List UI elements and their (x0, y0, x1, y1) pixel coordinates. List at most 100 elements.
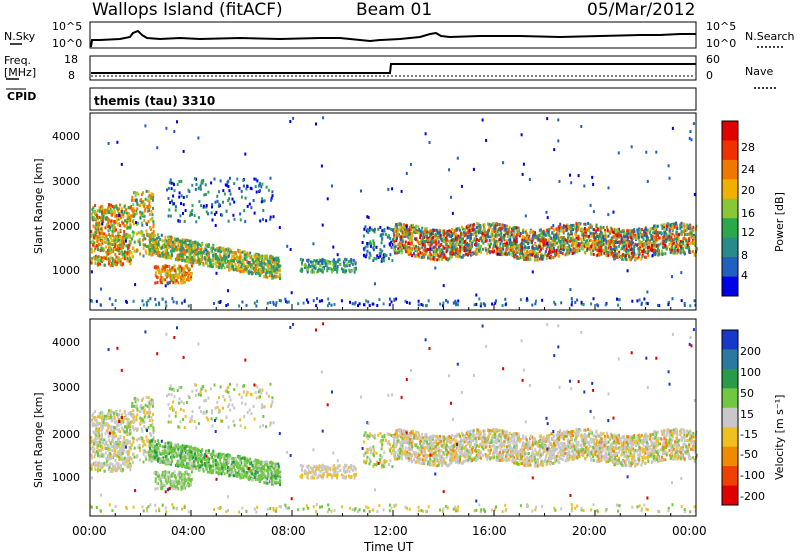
power-cell (343, 263, 346, 267)
power-cell (631, 247, 634, 251)
power-cell (458, 254, 461, 258)
power-cell (217, 249, 220, 253)
power-cell (596, 253, 599, 257)
power-cell (491, 302, 494, 306)
power-cell (188, 254, 191, 258)
power-cell (247, 270, 250, 274)
power-cell (667, 222, 669, 226)
power-cell (689, 227, 691, 231)
power-cell (493, 244, 495, 248)
power-cell (509, 248, 512, 252)
power-cell (141, 238, 144, 242)
power-cell (123, 210, 126, 214)
power-cell (524, 251, 527, 255)
power-cell (131, 208, 134, 212)
power-cell (488, 244, 491, 248)
power-cell (617, 255, 620, 258)
power-cell (158, 268, 161, 272)
power-cell (671, 232, 674, 236)
power-cell (598, 245, 601, 249)
power-cell (370, 242, 373, 246)
power-cell (215, 247, 218, 251)
power-cell (120, 207, 123, 211)
power-cell (570, 303, 573, 307)
power-cell (520, 247, 522, 251)
power-cell (614, 257, 617, 261)
power-cell (417, 303, 420, 307)
power-cell (110, 238, 113, 242)
power-cell (148, 243, 151, 247)
power-cell (527, 255, 530, 259)
power-cell (556, 230, 559, 234)
power-cell (554, 302, 557, 306)
power-cell (372, 302, 375, 306)
power-cell (550, 236, 553, 240)
power-cell (172, 276, 175, 280)
power-cell (493, 249, 495, 253)
power-cell (504, 228, 507, 232)
power-cell (189, 268, 191, 272)
power-cell (464, 232, 467, 236)
power-cell (657, 303, 660, 307)
power-cell (98, 209, 101, 213)
power-cell (518, 245, 520, 249)
power-cell (629, 248, 632, 252)
power-cell (421, 226, 424, 230)
power-cell (214, 262, 217, 265)
power-cell (633, 245, 636, 248)
power-cell (120, 211, 123, 215)
power-cell (350, 261, 353, 265)
power-cell (577, 174, 580, 178)
power-cell (515, 237, 518, 241)
power-cell (495, 235, 498, 239)
power-cell (437, 257, 440, 261)
power-cell (435, 248, 438, 252)
power-cell (168, 280, 171, 284)
power-cell (639, 231, 642, 235)
power-cell (261, 197, 264, 201)
power-cell (246, 251, 249, 255)
time-axis-label: Time UT (364, 540, 414, 554)
power-cell (546, 117, 549, 121)
power-cell (182, 238, 185, 242)
power-cell (96, 214, 99, 218)
power-cell (400, 248, 403, 252)
power-cell (180, 276, 182, 280)
power-cell (122, 262, 125, 266)
power-cell (402, 246, 405, 250)
power-cell (542, 236, 545, 240)
power-cell (596, 243, 598, 247)
power-cbar-tick: 24 (741, 163, 755, 176)
noise-trace (90, 29, 696, 48)
power-cell (105, 223, 108, 227)
power-cell (128, 243, 131, 247)
power-cell (193, 177, 196, 181)
power-cell (183, 276, 186, 279)
power-cell (123, 224, 126, 228)
power-cell (160, 233, 163, 237)
power-cbar-tick: 12 (741, 226, 755, 239)
power-cell (407, 250, 410, 254)
station-title: Wallops Island (fitACF) (92, 0, 283, 20)
power-cell (653, 224, 656, 228)
power-cell (576, 228, 579, 232)
power-cell (483, 223, 486, 227)
power-cell (375, 245, 378, 249)
power-cell (227, 199, 230, 202)
power-cell (663, 225, 666, 229)
power-cell (237, 256, 240, 259)
power-cell (152, 229, 155, 233)
power-cell (534, 231, 536, 235)
power-cell (149, 240, 151, 244)
power-cell (626, 233, 629, 237)
power-cell (541, 246, 544, 250)
power-cell (516, 250, 519, 254)
power-cell (664, 237, 667, 241)
power-cell (178, 274, 180, 278)
power-cell (123, 235, 126, 239)
power-cell (152, 237, 155, 241)
power-cell (155, 266, 158, 270)
power-cell (198, 216, 200, 220)
power-cell (693, 239, 696, 243)
power-cell (125, 233, 128, 236)
